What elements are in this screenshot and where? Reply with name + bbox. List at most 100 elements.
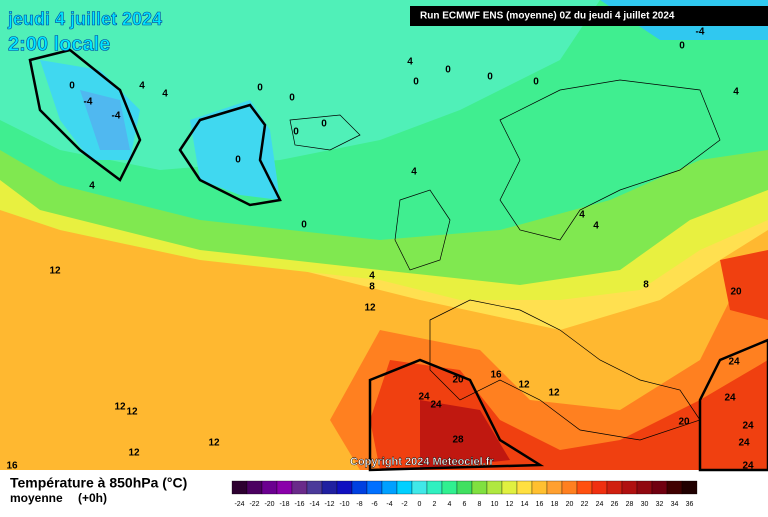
- scale-tick-label: -18: [279, 501, 289, 508]
- contour-label: 4: [139, 81, 145, 92]
- contour-label: 4: [593, 221, 599, 232]
- scale-tick-label: -4: [386, 501, 392, 508]
- contour-label: 4: [369, 271, 375, 282]
- contour-label: 12: [208, 438, 220, 449]
- scale-swatch: [291, 480, 308, 495]
- date-label: jeudi 4 juillet 2024: [7, 9, 162, 29]
- scale-swatch: [306, 480, 323, 495]
- contour-label: 16: [490, 370, 502, 381]
- contour-label: 12: [364, 303, 376, 314]
- scale-swatch: [501, 480, 518, 495]
- contour-label: 12: [128, 448, 140, 459]
- scale-swatch: [351, 480, 368, 495]
- legend-lead: (+0h): [78, 491, 107, 505]
- scale-swatch: [516, 480, 533, 495]
- contour-label: 12: [114, 402, 126, 413]
- scale-tick-label: 8: [478, 501, 482, 508]
- color-scale: -24 -22 -20 -18 -16 -14 -12 -10 -8 -6 -4 -2 0 2 4 6 8 10 1…: [231, 480, 698, 508]
- contour-label: 20: [730, 287, 742, 298]
- contour-label: 4: [411, 167, 417, 178]
- zone-2: [0, 0, 600, 170]
- scale-swatch: [471, 480, 488, 495]
- contour-label: 8: [643, 280, 649, 291]
- scale-swatch: [666, 480, 683, 495]
- scale-swatch: [636, 480, 653, 495]
- contour-label: 0: [413, 77, 419, 88]
- contour-label: 4: [733, 87, 739, 98]
- map: [0, 0, 768, 472]
- contour-label: 4: [407, 57, 413, 68]
- run-label: Run ECMWF ENS (moyenne) 0Z du jeudi 4 ju…: [420, 11, 675, 22]
- contour-label: 0: [533, 77, 539, 88]
- scale-tick-label: 6: [463, 501, 467, 508]
- scale-tick-label: 14: [521, 501, 529, 508]
- scale-tick-label: 34: [671, 501, 679, 508]
- scale-swatch: [246, 480, 263, 495]
- scale-swatch: [276, 480, 293, 495]
- contour-label: 0: [257, 83, 263, 94]
- contour-label: 0: [445, 65, 451, 76]
- contour-label: 12: [548, 388, 560, 399]
- contour-label: 0: [301, 220, 307, 231]
- contour-label: 24: [724, 393, 736, 404]
- scale-tick-label: -16: [294, 501, 304, 508]
- contour-label: 0: [293, 127, 299, 138]
- zone-neg4: [80, 90, 130, 150]
- scale-swatch: [396, 480, 413, 495]
- contour-label: 24: [742, 421, 754, 432]
- scale-tick-label: -8: [356, 501, 362, 508]
- contour-label: -4: [696, 27, 705, 38]
- scale-swatch: [441, 480, 458, 495]
- contour-label: 20: [678, 417, 690, 428]
- scale-swatch: [231, 480, 248, 495]
- scale-tick-label: 16: [536, 501, 544, 508]
- scale-tick-label: 20: [566, 501, 574, 508]
- contour-label: 4: [162, 89, 168, 100]
- run-banner: [410, 6, 768, 26]
- zone-28: [420, 400, 510, 470]
- scale-tick-label: 36: [686, 501, 694, 508]
- scale-swatch: [321, 480, 338, 495]
- scale-swatch: [456, 480, 473, 495]
- contour-label: 12: [518, 380, 530, 391]
- contour-label: -4: [112, 111, 121, 122]
- scale-tick-label: 2: [433, 501, 437, 508]
- scale-tick-label: 32: [656, 501, 664, 508]
- contour-label: 0: [321, 119, 327, 130]
- scale-swatch: [546, 480, 563, 495]
- contour-label: 24: [728, 357, 740, 368]
- scale-tick-label: 22: [581, 501, 589, 508]
- scale-tick-label: 4: [448, 501, 452, 508]
- contours: [28, 48, 768, 472]
- scale-swatch: [576, 480, 593, 495]
- contour-label: 12: [49, 266, 61, 277]
- scale-tick-label: 12: [506, 501, 514, 508]
- scale-tick-label: 24: [596, 501, 604, 508]
- time-label: 2:00 locale: [8, 33, 110, 55]
- copyright: Copyright 2024 Meteociel.fr: [350, 456, 494, 468]
- contour-label: 0: [487, 72, 493, 83]
- contour-label: 12: [126, 407, 138, 418]
- scale-tick-label: -22: [249, 501, 259, 508]
- contour-label: 0: [235, 155, 241, 166]
- contour-label: 24: [418, 392, 430, 403]
- contour-label: 0: [679, 41, 685, 52]
- scale-tick-label: -14: [309, 501, 319, 508]
- contour-label: 8: [369, 282, 375, 293]
- scale-tick-label: 30: [641, 501, 649, 508]
- scale-swatch: [261, 480, 278, 495]
- contour-label: 4: [89, 181, 95, 192]
- contour-label: 24: [430, 400, 442, 411]
- scale-tick-label: 0: [418, 501, 422, 508]
- contour-label: 0: [289, 93, 295, 104]
- contour-label: 20: [452, 375, 464, 386]
- scale-swatch: [621, 480, 638, 495]
- scale-swatch: [426, 480, 443, 495]
- contour-label: 0: [69, 81, 75, 92]
- contour-label: 24: [742, 461, 754, 472]
- scale-swatch: [651, 480, 668, 495]
- scale-swatch: [366, 480, 383, 495]
- contour-label: 28: [452, 435, 464, 446]
